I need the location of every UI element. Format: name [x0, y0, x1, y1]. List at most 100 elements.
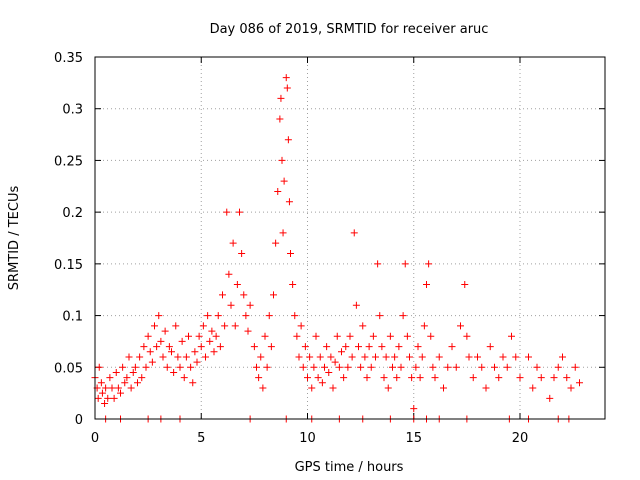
data-point [401, 260, 409, 268]
data-point [299, 363, 307, 371]
data-point [257, 353, 265, 361]
data-point [227, 301, 235, 309]
data-point [197, 343, 205, 351]
data-point [310, 363, 318, 371]
data-point [408, 374, 416, 382]
data-point [559, 353, 566, 361]
data-point [314, 374, 322, 382]
data-point [138, 374, 146, 382]
data-point [567, 384, 575, 392]
data-point [329, 384, 337, 392]
data-point [563, 374, 571, 382]
data-point [410, 405, 418, 413]
data-point [178, 337, 186, 345]
x-tick-label: 10 [299, 431, 316, 446]
data-point [365, 343, 373, 351]
data-point [344, 363, 352, 371]
data-point [525, 353, 532, 361]
data-point [284, 136, 292, 144]
data-point [369, 332, 377, 340]
data-point [225, 270, 233, 278]
data-point [263, 363, 271, 371]
data-point [191, 348, 199, 356]
y-tick-label: 0.3 [62, 103, 83, 118]
data-point [129, 368, 137, 376]
data-point [214, 312, 222, 320]
data-point [444, 363, 452, 371]
data-point [380, 374, 388, 382]
data-point [153, 343, 161, 351]
y-axis-label: SRMTID / TECUs [7, 186, 22, 291]
grid [95, 57, 605, 419]
data-point [157, 337, 165, 345]
data-point [119, 363, 127, 371]
data-point [204, 312, 212, 320]
data-point [382, 353, 390, 361]
data-point [182, 353, 190, 361]
x-tick-label: 5 [197, 431, 205, 446]
data-point [389, 363, 396, 371]
data-point [372, 353, 379, 361]
data-point [285, 198, 293, 206]
data-point [114, 384, 122, 392]
data-point [255, 374, 263, 382]
y-tick-label: 0.25 [54, 154, 83, 169]
data-point [420, 322, 428, 330]
data-point [236, 208, 243, 216]
data-point [482, 384, 490, 392]
data-point [465, 353, 473, 361]
data-point [406, 353, 413, 361]
data-point [279, 229, 287, 237]
data-point [321, 363, 328, 371]
data-point [98, 389, 106, 397]
data-point [327, 353, 335, 361]
data-point [212, 332, 220, 340]
data-point [253, 363, 260, 371]
data-point [106, 374, 114, 382]
data-point [357, 363, 365, 371]
x-tick-label: 15 [405, 431, 422, 446]
data-point [333, 332, 341, 340]
data-point [425, 260, 433, 268]
data-point [270, 291, 277, 299]
data-point [529, 384, 537, 392]
data-point [397, 363, 405, 371]
data-point [187, 363, 195, 371]
data-point [452, 363, 460, 371]
data-point [384, 384, 392, 392]
data-point [136, 353, 144, 361]
data-point [123, 374, 131, 382]
data-point [125, 353, 133, 361]
data-point [448, 343, 456, 351]
data-point [223, 208, 231, 216]
data-point [403, 332, 411, 340]
data-point [312, 332, 320, 340]
data-point [180, 374, 188, 382]
data-point [250, 343, 258, 351]
data-point [516, 374, 524, 382]
data-point [571, 363, 579, 371]
data-point [301, 343, 309, 351]
data-point [414, 343, 422, 351]
plot-frame [94, 56, 606, 420]
data-point [233, 281, 241, 289]
data-point [195, 332, 203, 340]
data-point [108, 384, 116, 392]
data-point [140, 343, 148, 351]
data-point [193, 358, 201, 366]
data-point [393, 374, 401, 382]
data-point [165, 343, 173, 351]
data-point [512, 353, 520, 361]
data-point [386, 332, 394, 340]
data-point [395, 343, 403, 351]
data-point [280, 177, 288, 185]
data-point [274, 187, 282, 195]
data-point [429, 363, 437, 371]
data-point [418, 353, 426, 361]
y-tick-label: 0.35 [54, 51, 83, 66]
data-point [335, 363, 343, 371]
data-point [276, 115, 284, 123]
data-point [142, 363, 150, 371]
data-point [323, 343, 331, 351]
data-point [206, 337, 214, 345]
